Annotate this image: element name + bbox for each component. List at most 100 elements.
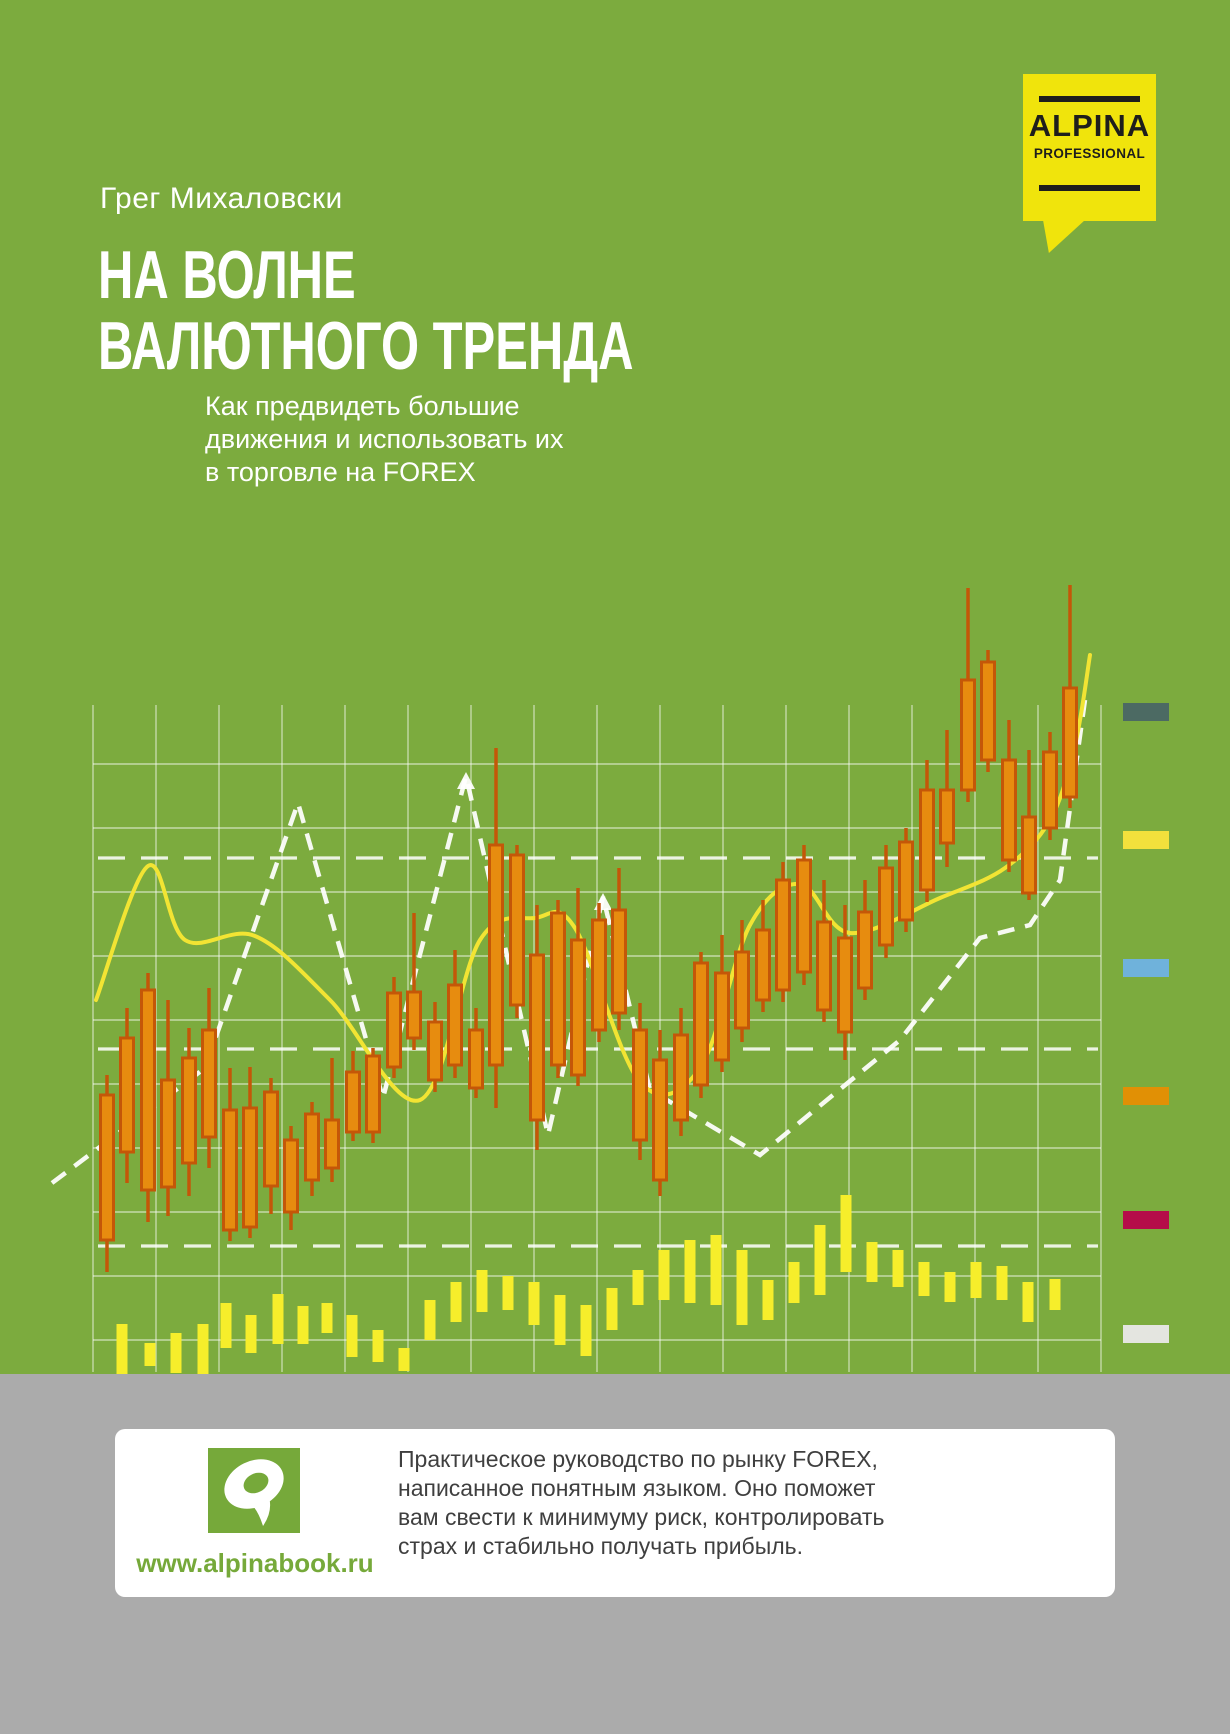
volume-bar [996,1266,1008,1300]
volume-bar [116,1324,128,1374]
book-title: НА ВОЛНЕ ВАЛЮТНОГО ТРЕНДА [98,240,633,382]
volume-bar [710,1235,722,1305]
volume-bar [346,1315,358,1357]
candlestick [509,853,525,1007]
volume-bar [606,1288,618,1330]
side-color-tab [1123,959,1169,977]
candlestick [837,936,853,1034]
badge-top-rule [1039,96,1140,102]
candlestick [632,1028,648,1142]
candlestick [160,1078,176,1189]
candlestick [980,660,996,762]
candlestick [550,911,566,1067]
candlestick [119,1036,135,1154]
volume-bar [398,1348,410,1371]
volume-bar [554,1295,566,1345]
candlestick [283,1138,299,1214]
volume-bar [272,1294,284,1344]
volume-bar [658,1250,670,1300]
volume-bar [632,1270,644,1305]
volume-bar [170,1333,182,1373]
volume-bar [321,1303,333,1333]
candlestick [796,858,812,974]
volume-bar [297,1306,309,1344]
chart-illustration [50,585,1169,1374]
blurb-line: написанное понятным языком. Оно поможет [398,1475,876,1501]
candlestick [816,920,832,1012]
volume-bar [580,1305,592,1356]
website-url: www.alpinabook.ru [136,1548,374,1578]
volume-bar [788,1262,800,1303]
candlestick [652,1058,668,1182]
volume-bar [144,1343,156,1366]
candlestick [365,1054,381,1134]
up-arrow-icon [457,772,475,789]
volume-bar [840,1195,852,1272]
side-color-tab [1123,1087,1169,1105]
candlestick [263,1090,279,1188]
candlestick [140,988,156,1192]
volume-bar [450,1282,462,1322]
bottom-grey-band: www.alpinabook.ru Практическое руководст… [0,1374,1230,1734]
volume-bar [892,1250,904,1287]
candlestick [673,1033,689,1122]
book-subtitle: Как предвидеть большие движения и использ… [205,390,563,489]
author-name: Грег Михаловски [100,182,343,215]
candlestick [447,983,463,1067]
volume-bar [684,1240,696,1303]
candlestick [529,953,545,1122]
candlestick [878,866,894,947]
volume-bar [502,1276,514,1310]
candlestick [939,788,955,845]
candlestick [857,910,873,990]
candlestick [570,938,586,1077]
candlestick [468,1028,484,1090]
blurb-line: Практическое руководство по рынку FOREX, [398,1446,878,1472]
candlestick [99,1093,115,1242]
alpinabook-logo [208,1448,300,1533]
publisher-badge: ALPINA PROFESSIONAL [1023,74,1156,221]
candlestick [201,1028,217,1139]
candlestick [345,1070,361,1134]
candlestick [427,1020,443,1082]
candlestick [406,990,422,1040]
candlestick [386,991,402,1069]
volume-bar [197,1324,209,1374]
volume-bar [528,1282,540,1325]
volume-bar [220,1303,232,1348]
badge-bottom-rule [1039,185,1140,191]
volume-bar [372,1330,384,1362]
book-title-line2: ВАЛЮТНОГО ТРЕНДА [98,308,634,384]
candlestick [181,1056,197,1165]
candlestick [1042,750,1058,830]
volume-bar [424,1300,436,1340]
side-color-tab [1123,1211,1169,1229]
candlestick [304,1112,320,1182]
side-color-tab [1123,831,1169,849]
subtitle-line: Как предвидеть большие [205,391,520,421]
candlestick [242,1106,258,1229]
publisher-name: ALPINA [1028,108,1151,143]
blurb-text: Практическое руководство по рынку FOREX,… [398,1445,884,1561]
info-card: www.alpinabook.ru Практическое руководст… [115,1429,1115,1597]
candlestick [898,840,914,922]
volume-bar [970,1262,982,1298]
volume-bar [918,1262,930,1296]
side-color-tab [1123,1325,1169,1343]
volume-bar [736,1250,748,1325]
candlestick [775,878,791,992]
candlestick [919,788,935,892]
subtitle-line: в торговле на FOREX [205,457,476,487]
candlestick [222,1108,238,1232]
candlestick [714,971,730,1062]
volume-bar [245,1315,257,1353]
publisher-division: PROFESSIONAL [1033,146,1146,161]
volume-bar [476,1270,488,1312]
candlestick [591,918,607,1032]
candlestick [1001,758,1017,862]
blurb-line: вам свести к минимуму риск, контролирова… [398,1504,885,1530]
volume-bar [814,1225,826,1295]
candlestick [755,928,771,1002]
candlestick [1021,815,1037,895]
